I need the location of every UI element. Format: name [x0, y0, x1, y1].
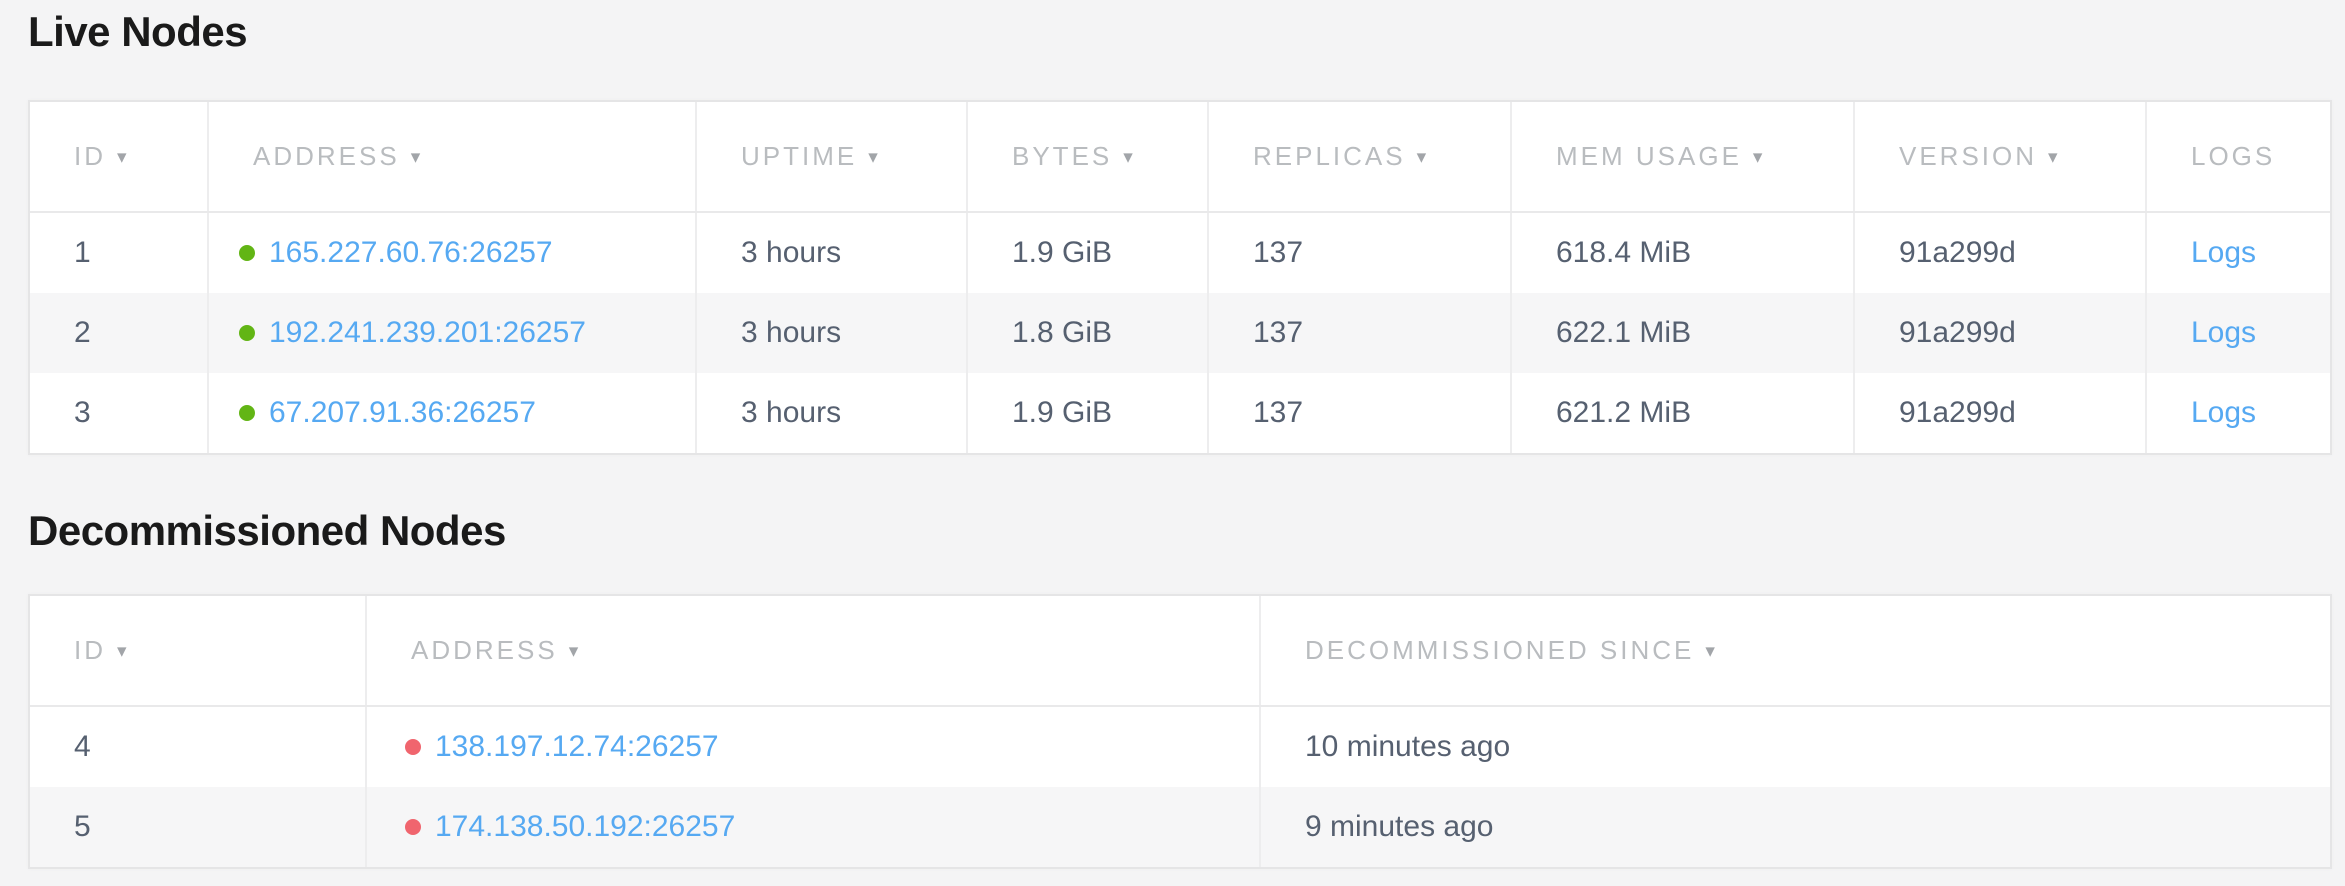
header-mem-usage-label: MEM USAGE: [1556, 141, 1742, 171]
node-id-cell: 4: [30, 707, 367, 787]
node-decommissioned-since-cell: 9 minutes ago: [1305, 810, 1494, 843]
node-mem-usage-cell: 618.4 MiB: [1512, 213, 1855, 293]
node-mem-usage-cell: 621.2 MiB: [1512, 373, 1855, 453]
decommissioned-nodes-body: 4 138.197.12.74:26257 10 minutes ago 5: [30, 707, 2330, 867]
decommissioned-nodes-header-row: ID ▾ ADDRESS ▾ DECOMMISSIONED SINCE ▾: [30, 596, 2330, 707]
node-id-cell: 5: [30, 787, 367, 867]
live-nodes-table: ID ▾ ADDRESS ▾ UPTIME ▾ BYTES ▾ REPLICAS…: [28, 100, 2332, 455]
header-uptime-label: UPTIME: [741, 141, 858, 171]
node-id-cell: 2: [30, 293, 209, 373]
node-decommissioned-status-dot-icon: [405, 739, 421, 755]
node-version-cell: 91a299d: [1855, 373, 2147, 453]
sort-arrow-icon: ▾: [568, 641, 579, 662]
node-replicas-cell: 137: [1209, 373, 1512, 453]
node-bytes-cell: 1.9 GiB: [968, 213, 1209, 293]
live-nodes-header-row: ID ▾ ADDRESS ▾ UPTIME ▾ BYTES ▾ REPLICAS…: [30, 102, 2330, 213]
header-address-label: ADDRESS: [253, 141, 400, 171]
header-mem-usage[interactable]: MEM USAGE ▾: [1512, 102, 1855, 211]
node-uptime-cell: 3 hours: [697, 293, 968, 373]
sort-arrow-icon: ▾: [1705, 641, 1715, 662]
live-node-row: 3 67.207.91.36:26257 3 hours 1.9 GiB 137: [30, 373, 2330, 453]
node-logs-cell: Logs: [2147, 293, 2330, 373]
sort-arrow-icon: ▾: [868, 147, 878, 168]
node-version-cell: 91a299d: [1855, 293, 2147, 373]
node-address-cell: 67.207.91.36:26257: [209, 373, 697, 453]
node-replicas-cell: 137: [1209, 213, 1512, 293]
node-decommissioned-since-cell: 10 minutes ago: [1305, 730, 1511, 763]
live-node-row: 1 165.227.60.76:26257 3 hours 1.9 GiB 13…: [30, 213, 2330, 293]
node-version-cell: 91a299d: [1855, 213, 2147, 293]
node-uptime-cell: 3 hours: [697, 373, 968, 453]
sort-arrow-icon: ▾: [117, 641, 127, 662]
node-address-link[interactable]: 165.227.60.76:26257: [269, 236, 553, 269]
header-replicas-label: REPLICAS: [1253, 141, 1406, 171]
node-bytes-cell: 1.8 GiB: [968, 293, 1209, 373]
decommissioned-nodes-table: ID ▾ ADDRESS ▾ DECOMMISSIONED SINCE ▾ 4: [28, 594, 2332, 869]
sort-arrow-icon: ▾: [1416, 147, 1427, 168]
node-live-status-dot-icon: [239, 325, 255, 341]
node-logs-link[interactable]: Logs: [2191, 316, 2257, 349]
header-decommissioned-id-label: ID: [74, 635, 106, 665]
decommissioned-node-row: 5 174.138.50.192:26257 9 minutes ago: [30, 787, 2330, 867]
node-live-status-dot-icon: [239, 405, 255, 421]
decommissioned-nodes-title: Decommissioned Nodes: [28, 507, 506, 554]
node-address-link[interactable]: 138.197.12.74:26257: [435, 730, 719, 763]
sort-arrow-icon: ▾: [117, 147, 127, 168]
node-decommissioned-status-dot-icon: [405, 819, 421, 835]
header-decommissioned-address[interactable]: ADDRESS ▾: [367, 596, 1261, 705]
header-decommissioned-address-label: ADDRESS: [411, 635, 558, 665]
sort-arrow-icon: ▾: [2048, 147, 2058, 168]
header-decommissioned-since-label: DECOMMISSIONED SINCE: [1305, 635, 1695, 665]
sort-arrow-icon: ▾: [1123, 147, 1133, 168]
header-bytes-label: BYTES: [1012, 141, 1113, 171]
header-version[interactable]: VERSION ▾: [1855, 102, 2147, 211]
header-version-label: VERSION: [1899, 141, 2038, 171]
live-node-row: 2 192.241.239.201:26257 3 hours 1.8 GiB …: [30, 293, 2330, 373]
node-address-cell: 165.227.60.76:26257: [209, 213, 697, 293]
node-logs-cell: Logs: [2147, 213, 2330, 293]
header-address[interactable]: ADDRESS ▾: [209, 102, 697, 211]
header-logs: LOGS: [2147, 102, 2330, 211]
node-logs-link[interactable]: Logs: [2191, 396, 2257, 429]
header-uptime[interactable]: UPTIME ▾: [697, 102, 968, 211]
node-address-link[interactable]: 67.207.91.36:26257: [269, 396, 536, 429]
live-nodes-body: 1 165.227.60.76:26257 3 hours 1.9 GiB 13…: [30, 213, 2330, 453]
decommissioned-node-row: 4 138.197.12.74:26257 10 minutes ago: [30, 707, 2330, 787]
node-id-cell: 3: [30, 373, 209, 453]
live-nodes-title: Live Nodes: [28, 8, 248, 55]
header-id[interactable]: ID ▾: [30, 102, 209, 211]
header-logs-label: LOGS: [2191, 141, 2276, 171]
sort-arrow-icon: ▾: [410, 147, 421, 168]
node-address-cell: 174.138.50.192:26257: [367, 787, 1261, 867]
node-replicas-cell: 137: [1209, 293, 1512, 373]
node-mem-usage-cell: 622.1 MiB: [1512, 293, 1855, 373]
node-address-cell: 192.241.239.201:26257: [209, 293, 697, 373]
node-address-cell: 138.197.12.74:26257: [367, 707, 1261, 787]
node-bytes-cell: 1.9 GiB: [968, 373, 1209, 453]
node-logs-cell: Logs: [2147, 373, 2330, 453]
sort-arrow-icon: ▾: [1752, 147, 1763, 168]
node-live-status-dot-icon: [239, 245, 255, 261]
header-replicas[interactable]: REPLICAS ▾: [1209, 102, 1512, 211]
node-address-link[interactable]: 174.138.50.192:26257: [435, 810, 736, 843]
node-address-link[interactable]: 192.241.239.201:26257: [269, 316, 586, 349]
header-bytes[interactable]: BYTES ▾: [968, 102, 1209, 211]
node-uptime-cell: 3 hours: [697, 213, 968, 293]
node-logs-link[interactable]: Logs: [2191, 236, 2257, 269]
header-decommissioned-id[interactable]: ID ▾: [30, 596, 367, 705]
header-id-label: ID: [74, 141, 106, 171]
header-decommissioned-since[interactable]: DECOMMISSIONED SINCE ▾: [1261, 596, 2330, 705]
node-id-cell: 1: [30, 213, 209, 293]
